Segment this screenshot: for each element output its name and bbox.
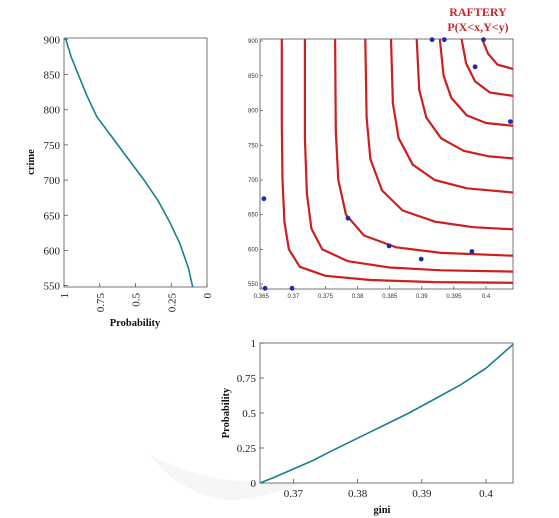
left-xtick-label: 0.25	[166, 293, 178, 313]
bottom-ytick-label: 0.75	[237, 373, 257, 385]
bottom-axes-box	[259, 342, 514, 484]
contour-line	[460, 38, 514, 97]
contour-ytick-label: 550	[248, 282, 259, 288]
contour-xtick-label: 0.39	[416, 294, 428, 300]
data-point	[289, 285, 295, 291]
contour-ytick-label: 900	[248, 39, 259, 45]
contour-xtick-label: 0.365	[254, 294, 270, 300]
left-ytick-label: 600	[44, 245, 61, 257]
left-xticks: 1 0.75 0.5 0.25 0	[59, 283, 214, 312]
left-ytick-label: 650	[44, 210, 61, 222]
bottom-xticks: 0.37 0.38 0.39 0.4	[284, 479, 493, 500]
contour-subtitle: P(X<x,Y<y)	[447, 20, 508, 34]
contour-line	[415, 38, 514, 160]
contour-xtick-label: 0.385	[382, 294, 398, 300]
left-xtick-label: 0.75	[95, 293, 107, 313]
contour-axes-box	[259, 38, 514, 290]
data-point	[469, 249, 475, 254]
contour-ytick-label: 850	[248, 74, 259, 80]
data-point	[481, 37, 486, 43]
left-xtick-label: 0	[202, 293, 214, 299]
contour-ytick-label: 700	[248, 178, 259, 184]
data-point	[386, 243, 392, 249]
left-xlabel: Probability	[110, 318, 161, 329]
bottom-xtick-label: 0.4	[479, 488, 493, 500]
contour-ytick-label: 600	[248, 247, 259, 253]
contour-lines	[280, 38, 514, 284]
bottom-marginal-panel: 0 0.25 0.5 0.75 1 0.37 0.38 0.39 0.4 gini Proba…	[221, 338, 514, 516]
data-point	[262, 285, 268, 291]
contour-ytick-label: 750	[248, 143, 259, 149]
contour-title: RAFTERY	[449, 5, 507, 19]
left-xtick-label: 1	[59, 293, 71, 299]
left-ytick-label: 750	[44, 140, 61, 152]
contour-line	[303, 39, 514, 273]
data-point	[472, 64, 478, 70]
data-point	[508, 119, 513, 124]
bottom-xtick-label: 0.39	[412, 488, 432, 500]
bottom-ytick-label: 0.5	[242, 408, 256, 420]
left-ytick-label: 800	[44, 105, 61, 117]
bottom-ytick-label: 0.25	[237, 443, 257, 455]
bottom-ylabel: Probability	[221, 387, 232, 438]
data-point	[418, 256, 424, 262]
contour-yticks: 550 600 650 700 750 800 850 900	[248, 39, 263, 288]
bottom-xtick-label: 0.37	[284, 488, 304, 500]
left-ytick-label: 700	[44, 175, 61, 187]
contour-xtick-label: 0.375	[318, 294, 334, 300]
contour-xtick-label: 0.4	[482, 294, 491, 300]
contour-xticks: 0.365 0.37 0.375 0.38 0.385 0.39 0.395 0.4	[254, 286, 491, 300]
contour-xtick-label: 0.395	[446, 294, 462, 300]
data-point	[261, 196, 267, 202]
left-yticks: 550 600 650 700 750 800 850 900	[44, 34, 68, 293]
bottom-ytick-label: 0	[251, 478, 257, 490]
bottom-yticks: 0 0.25 0.5 0.75 1	[237, 338, 264, 490]
left-ylabel: crime	[26, 149, 37, 175]
data-point	[429, 37, 435, 43]
left-ytick-label: 900	[44, 34, 61, 46]
contour-xtick-label: 0.38	[352, 294, 364, 300]
left-ytick-label: 850	[44, 70, 61, 82]
data-point	[345, 215, 351, 221]
contour-line	[438, 38, 514, 127]
contour-line	[481, 38, 514, 70]
bottom-xtick-label: 0.38	[348, 488, 368, 500]
data-point	[441, 37, 447, 43]
left-ytick-label: 550	[44, 281, 61, 293]
bottom-xlabel: gini	[374, 505, 391, 516]
contour-ytick-label: 650	[248, 213, 259, 219]
bottom-ytick-label: 1	[251, 338, 257, 350]
contour-line	[389, 38, 514, 194]
contour-line	[280, 39, 514, 284]
contour-ytick-label: 800	[248, 109, 259, 115]
left-marginal-panel: 550 600 650 700 750 800 850 900 1 0.75 0.5 0.25 0 P…	[26, 34, 214, 329]
left-xtick-label: 0.5	[131, 293, 143, 307]
contour-line	[364, 38, 514, 231]
contour-xtick-label: 0.37	[288, 294, 300, 300]
contour-line	[334, 38, 514, 257]
bottom-marginal-cdf-line	[259, 343, 514, 484]
left-marginal-cdf-line	[64, 37, 194, 288]
left-axes-box	[63, 37, 208, 288]
